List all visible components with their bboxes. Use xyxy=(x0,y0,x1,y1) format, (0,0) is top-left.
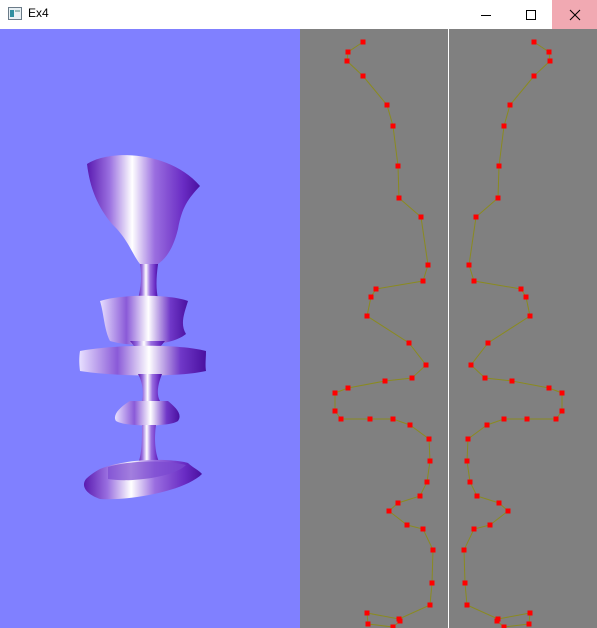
right-profile-control-point[interactable] xyxy=(461,547,467,553)
right-profile-control-point[interactable] xyxy=(482,375,488,381)
right-profile-control-point[interactable] xyxy=(474,493,480,499)
title-bar: Ex4 xyxy=(0,0,597,29)
right-profile-control-point[interactable] xyxy=(464,602,470,608)
left-profile-control-point[interactable] xyxy=(427,602,433,608)
left-profile-control-point[interactable] xyxy=(390,624,396,628)
vase-model xyxy=(79,155,206,500)
right-profile-control-point[interactable] xyxy=(501,416,507,422)
window-title: Ex4 xyxy=(28,6,49,20)
left-profile-control-point[interactable] xyxy=(365,621,371,627)
right-profile-control-point[interactable] xyxy=(494,618,500,624)
maximize-icon xyxy=(526,9,536,20)
right-profile-control-point[interactable] xyxy=(496,163,502,169)
left-profile-curve xyxy=(332,39,436,628)
right-profile-control-point[interactable] xyxy=(546,49,552,55)
left-profile-control-point[interactable] xyxy=(423,362,429,368)
minimize-icon xyxy=(481,14,491,16)
left-profile-control-point[interactable] xyxy=(417,493,423,499)
right-profile-control-point[interactable] xyxy=(546,385,552,391)
left-profile-control-point[interactable] xyxy=(395,500,401,506)
right-profile-control-point[interactable] xyxy=(518,286,524,292)
right-profile-control-point[interactable] xyxy=(559,408,565,414)
left-profile-control-point[interactable] xyxy=(430,547,436,553)
right-profile-control-point[interactable] xyxy=(523,294,529,300)
left-profile-control-point[interactable] xyxy=(427,458,433,464)
left-profile-control-point[interactable] xyxy=(386,508,392,514)
right-profile-curve xyxy=(461,39,565,628)
profile-editor[interactable] xyxy=(300,29,597,628)
left-profile-control-point[interactable] xyxy=(420,526,426,532)
right-profile-control-point[interactable] xyxy=(553,416,559,422)
left-profile-control-point[interactable] xyxy=(396,195,402,201)
profile-canvas[interactable] xyxy=(300,29,597,628)
right-profile-control-point[interactable] xyxy=(471,278,477,284)
app-icon xyxy=(8,7,22,20)
right-profile-control-point[interactable] xyxy=(501,624,507,628)
right-profile-control-point[interactable] xyxy=(465,436,471,442)
right-profile-control-point[interactable] xyxy=(509,378,515,384)
right-profile-control-point[interactable] xyxy=(466,262,472,268)
left-profile-control-point[interactable] xyxy=(390,416,396,422)
left-profile-control-point[interactable] xyxy=(360,39,366,45)
left-profile-control-point[interactable] xyxy=(364,610,370,616)
left-profile-control-point[interactable] xyxy=(425,262,431,268)
left-profile-control-point[interactable] xyxy=(404,522,410,528)
right-profile-control-point[interactable] xyxy=(471,526,477,532)
right-profile-control-point[interactable] xyxy=(531,73,537,79)
left-profile-control-point[interactable] xyxy=(395,163,401,169)
left-profile-control-point[interactable] xyxy=(418,214,424,220)
right-profile-control-point[interactable] xyxy=(547,58,553,64)
vase-render xyxy=(79,155,206,500)
right-profile-control-point[interactable] xyxy=(524,416,530,422)
left-profile-control-point[interactable] xyxy=(367,416,373,422)
right-profile-control-point[interactable] xyxy=(501,123,507,129)
right-profile-control-point[interactable] xyxy=(487,522,493,528)
left-profile-control-point[interactable] xyxy=(384,102,390,108)
right-profile-control-point[interactable] xyxy=(473,214,479,220)
left-profile-control-point[interactable] xyxy=(424,479,430,485)
left-profile-line xyxy=(334,41,434,628)
right-profile-control-point[interactable] xyxy=(531,39,537,45)
left-profile-control-point[interactable] xyxy=(406,340,412,346)
right-profile-control-point[interactable] xyxy=(526,621,532,627)
left-profile-control-point[interactable] xyxy=(382,378,388,384)
left-profile-control-point[interactable] xyxy=(420,278,426,284)
right-profile-control-point[interactable] xyxy=(484,422,490,428)
close-icon xyxy=(569,9,580,20)
left-profile-control-point[interactable] xyxy=(390,123,396,129)
left-profile-control-point[interactable] xyxy=(409,375,415,381)
left-profile-control-point[interactable] xyxy=(373,286,379,292)
render-viewport[interactable] xyxy=(0,29,300,628)
left-profile-control-point[interactable] xyxy=(429,580,435,586)
left-profile-control-point[interactable] xyxy=(345,385,351,391)
left-profile-control-point[interactable] xyxy=(345,49,351,55)
right-profile-line xyxy=(463,41,563,628)
right-profile-control-point[interactable] xyxy=(485,340,491,346)
right-profile-control-point[interactable] xyxy=(468,362,474,368)
maximize-button[interactable] xyxy=(508,0,554,29)
left-profile-control-point[interactable] xyxy=(426,436,432,442)
left-profile-control-point[interactable] xyxy=(332,390,338,396)
close-button[interactable] xyxy=(552,0,597,29)
right-profile-control-point[interactable] xyxy=(527,313,533,319)
left-profile-control-point[interactable] xyxy=(344,58,350,64)
right-profile-control-point[interactable] xyxy=(559,390,565,396)
right-profile-control-point[interactable] xyxy=(507,102,513,108)
left-profile-control-point[interactable] xyxy=(407,422,413,428)
right-profile-control-point[interactable] xyxy=(527,610,533,616)
right-profile-control-point[interactable] xyxy=(496,500,502,506)
right-profile-control-point[interactable] xyxy=(495,195,501,201)
right-profile-control-point[interactable] xyxy=(467,479,473,485)
left-profile-control-point[interactable] xyxy=(338,416,344,422)
minimize-button[interactable] xyxy=(463,0,509,29)
left-profile-control-point[interactable] xyxy=(397,618,403,624)
left-profile-control-point[interactable] xyxy=(368,294,374,300)
right-profile-control-point[interactable] xyxy=(505,508,511,514)
left-profile-control-point[interactable] xyxy=(364,313,370,319)
left-profile-control-point[interactable] xyxy=(360,73,366,79)
right-profile-control-point[interactable] xyxy=(462,580,468,586)
right-profile-control-point[interactable] xyxy=(464,458,470,464)
left-profile-control-point[interactable] xyxy=(332,408,338,414)
